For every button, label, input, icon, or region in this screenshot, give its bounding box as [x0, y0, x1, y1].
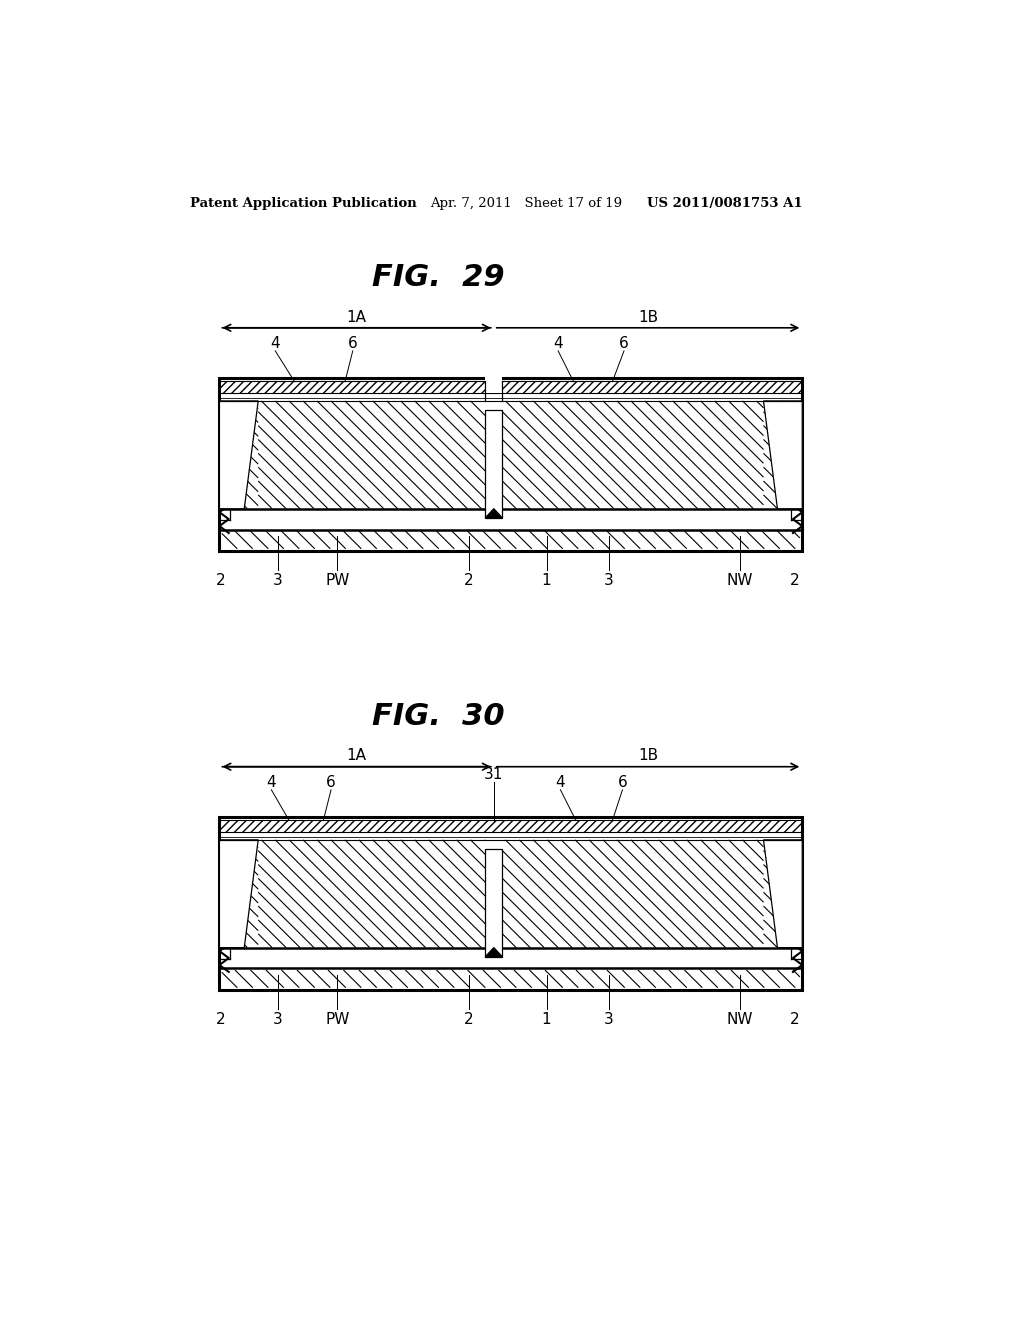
Polygon shape: [219, 401, 258, 508]
Bar: [219, 837, 802, 840]
Bar: [219, 817, 802, 990]
Polygon shape: [219, 840, 258, 948]
Text: NW: NW: [727, 573, 754, 587]
Text: PW: PW: [325, 1011, 349, 1027]
Text: Apr. 7, 2011   Sheet 17 of 19: Apr. 7, 2011 Sheet 17 of 19: [430, 197, 623, 210]
Text: 6: 6: [348, 335, 357, 351]
Text: 4: 4: [270, 335, 280, 351]
Bar: [485, 411, 503, 517]
Bar: [219, 820, 802, 832]
Text: 2: 2: [464, 1011, 474, 1027]
Bar: [219, 381, 802, 393]
Bar: [485, 849, 503, 957]
Text: 1B: 1B: [638, 309, 658, 325]
Text: 1A: 1A: [347, 309, 367, 325]
Text: 1A: 1A: [347, 748, 367, 763]
Text: PW: PW: [325, 573, 349, 587]
Text: 6: 6: [620, 335, 629, 351]
Text: 1B: 1B: [638, 748, 658, 763]
Text: FIG.  29: FIG. 29: [372, 263, 504, 292]
Polygon shape: [764, 401, 802, 508]
Text: 2: 2: [790, 573, 800, 587]
Text: 3: 3: [603, 1011, 613, 1027]
Text: 1: 1: [542, 1011, 551, 1027]
Text: 3: 3: [603, 573, 613, 587]
Text: 3: 3: [272, 1011, 283, 1027]
Polygon shape: [485, 508, 503, 517]
Text: 2: 2: [216, 573, 226, 587]
Text: 31: 31: [484, 767, 504, 781]
Text: 2: 2: [216, 1011, 226, 1027]
Text: 2: 2: [464, 573, 474, 587]
Polygon shape: [764, 840, 802, 948]
Text: 4: 4: [266, 775, 276, 789]
Text: US 2011/0081753 A1: US 2011/0081753 A1: [647, 197, 803, 210]
Text: 4: 4: [556, 775, 565, 789]
Text: 6: 6: [327, 775, 336, 789]
Text: 4: 4: [553, 335, 563, 351]
Text: 2: 2: [790, 1011, 800, 1027]
Text: 6: 6: [617, 775, 628, 789]
Bar: [219, 378, 802, 552]
Text: NW: NW: [727, 1011, 754, 1027]
Polygon shape: [485, 948, 503, 957]
Text: 1: 1: [542, 573, 551, 587]
Text: Patent Application Publication: Patent Application Publication: [190, 197, 417, 210]
Bar: [485, 375, 503, 393]
Text: 3: 3: [272, 573, 283, 587]
Bar: [219, 397, 802, 401]
Text: FIG.  30: FIG. 30: [372, 702, 504, 731]
